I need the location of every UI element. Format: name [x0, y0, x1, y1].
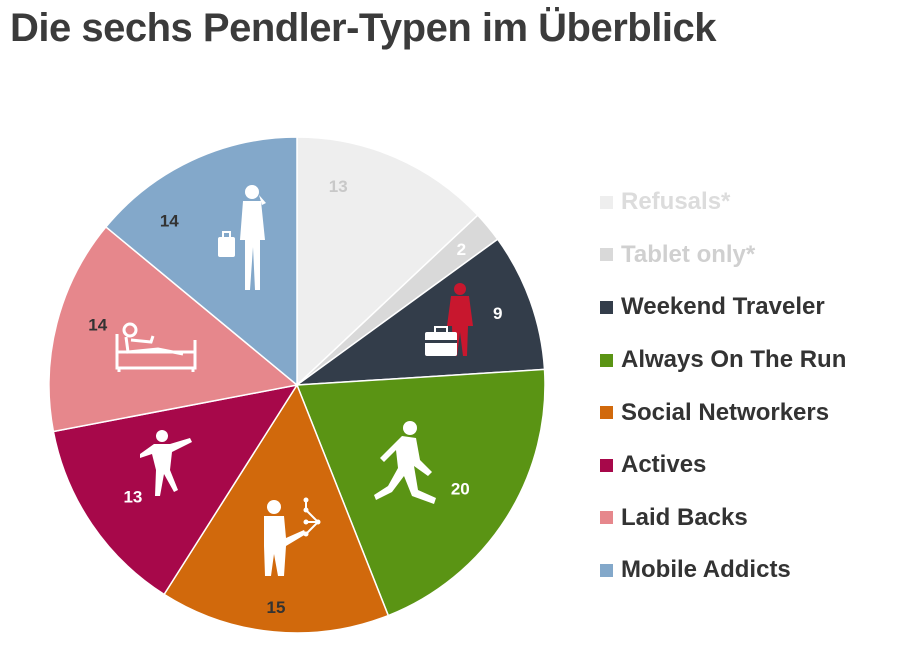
legend-label: Social Networkers: [621, 398, 830, 426]
legend-swatch: [600, 563, 613, 577]
runner-icon: [374, 421, 436, 504]
legend-swatch: [600, 406, 613, 420]
slice-value-label: 13: [123, 488, 142, 507]
slice-value-label: 14: [160, 211, 179, 230]
legend-swatch: [600, 248, 613, 262]
slice-value-label: 15: [267, 598, 286, 617]
legend-label: Tablet only*: [621, 240, 756, 268]
legend-item: Social Networkers: [600, 386, 846, 439]
slice-value-label: 14: [88, 315, 107, 334]
legend-swatch: [600, 353, 613, 367]
pie-slice-mobile-addicts: [104, 136, 298, 387]
active-person-icon: [140, 430, 192, 496]
pie-slice-laid-backs: [48, 225, 299, 433]
person-network-icon: [264, 497, 321, 576]
businessman-phone-icon: [218, 185, 266, 290]
legend-label: Mobile Addicts: [621, 556, 791, 584]
slice-value-label: 20: [451, 480, 470, 499]
legend-item: Refusals*: [600, 176, 846, 229]
traveler-suitcase-icon: [425, 283, 473, 356]
legend-label: Weekend Traveler: [621, 293, 825, 321]
legend-swatch: [600, 458, 613, 472]
chart-title: Die sechs Pendler-Typen im Überblick: [10, 6, 716, 50]
reclining-person-icon: [115, 322, 197, 372]
legend-swatch: [600, 195, 613, 209]
slice-value-label: 9: [493, 304, 502, 323]
legend-item: Always On The Run: [600, 334, 846, 387]
legend-label: Actives: [621, 451, 707, 479]
legend: Refusals* Tablet only* Weekend Traveler Alw…: [600, 176, 846, 597]
legend-swatch: [600, 511, 613, 525]
legend-label: Laid Backs: [621, 503, 748, 531]
legend-item: Mobile Addicts: [600, 544, 846, 597]
legend-item: Laid Backs: [600, 492, 846, 545]
legend-label: Always On The Run: [621, 346, 847, 374]
legend-label: Refusals*: [621, 188, 731, 216]
legend-swatch: [600, 300, 613, 314]
pie-slice-refusals: [296, 136, 479, 387]
pie-slice-weekend-traveler: [294, 238, 546, 386]
slice-value-label: 2: [457, 240, 466, 259]
legend-item: Weekend Traveler: [600, 281, 846, 334]
legend-item: Tablet only*: [600, 229, 846, 282]
slice-value-label: 13: [329, 177, 348, 196]
legend-item: Actives: [600, 439, 846, 492]
